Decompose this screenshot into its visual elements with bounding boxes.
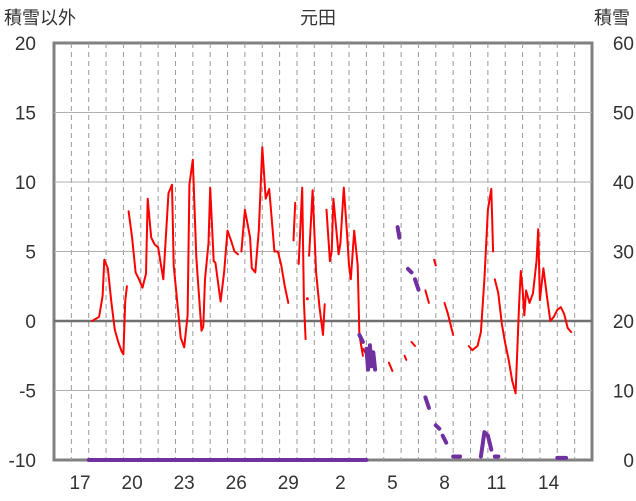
x-tick-label: 11 bbox=[487, 473, 507, 494]
series-1-line bbox=[325, 186, 364, 357]
series-2-line bbox=[395, 225, 402, 240]
right-tick-label: 0 bbox=[623, 451, 634, 472]
x-tick-label: 29 bbox=[278, 473, 299, 494]
series-2-line bbox=[478, 430, 494, 459]
right-tick-label: 10 bbox=[613, 382, 634, 403]
series-1-point bbox=[305, 297, 309, 301]
left-tick-label: 20 bbox=[15, 34, 36, 55]
series-2-line bbox=[406, 266, 414, 275]
x-tick-label: 26 bbox=[226, 473, 247, 494]
x-tick-label: 20 bbox=[122, 473, 143, 494]
right-tick-label: 40 bbox=[613, 173, 634, 194]
series-2-line bbox=[433, 423, 442, 431]
x-tick-label: 2 bbox=[335, 473, 346, 494]
series-1-line bbox=[91, 258, 128, 356]
series-1-line bbox=[240, 146, 290, 304]
series-1-line bbox=[433, 258, 437, 267]
left-tick-label: 5 bbox=[25, 243, 36, 264]
x-tick-label: 5 bbox=[387, 473, 398, 494]
series-1-line bbox=[424, 289, 430, 304]
series-1-line bbox=[493, 228, 573, 395]
right-tick-label: 60 bbox=[613, 34, 634, 55]
series-layer bbox=[86, 146, 573, 462]
series-1-line bbox=[292, 201, 297, 242]
x-tick-label: 8 bbox=[439, 473, 450, 494]
horizontal-gridlines bbox=[54, 112, 592, 391]
x-axis-ticks: 17 20 23 26 29 2 5 8 11 14 bbox=[69, 473, 559, 494]
series-1-line bbox=[403, 354, 408, 361]
x-tick-label: 17 bbox=[69, 473, 90, 494]
left-tick-label: 0 bbox=[25, 312, 36, 333]
left-tick-label: -5 bbox=[19, 382, 36, 403]
right-tick-label: 50 bbox=[613, 104, 634, 125]
chart-title: 元田 bbox=[300, 8, 336, 29]
series-1-line bbox=[387, 361, 394, 372]
right-tick-label: 20 bbox=[613, 312, 634, 333]
series-1-line bbox=[443, 301, 455, 336]
x-tick-label: 23 bbox=[174, 473, 195, 494]
series-1-line bbox=[297, 186, 307, 341]
series-1-line bbox=[308, 189, 326, 336]
right-axis-label: 積雪 bbox=[594, 8, 630, 29]
x-tick-label: 14 bbox=[538, 473, 560, 494]
series-1-line bbox=[467, 187, 495, 352]
series-2-line bbox=[423, 395, 431, 410]
left-axis-ticks: -10 -5 0 5 10 15 20 bbox=[9, 34, 36, 472]
right-axis-ticks: 0 10 20 30 40 50 60 bbox=[613, 34, 634, 472]
series-2-line bbox=[357, 332, 365, 344]
series-1-line bbox=[127, 158, 239, 349]
series-2-line bbox=[364, 343, 378, 372]
series-1-line bbox=[410, 340, 416, 347]
left-axis-label: 積雪以外 bbox=[4, 8, 76, 29]
right-tick-label: 30 bbox=[613, 243, 634, 264]
left-tick-label: 15 bbox=[15, 104, 36, 125]
series-2-line bbox=[413, 277, 421, 292]
left-tick-label: -10 bbox=[9, 451, 36, 472]
series-2-line bbox=[440, 433, 449, 445]
left-tick-label: 10 bbox=[15, 173, 36, 194]
